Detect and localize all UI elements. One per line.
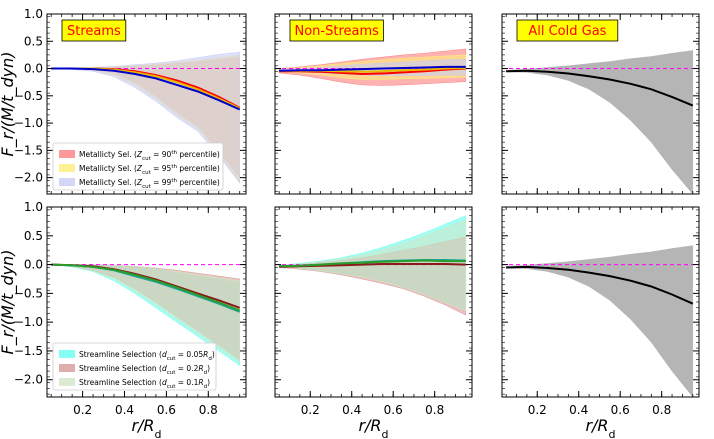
x-tick-label: 0.4 bbox=[115, 403, 134, 417]
panel-r2-c1: 0.2 0.4 0.6 0.8 1.0 0.5 0.0 −0.5 −1.0 −1.5 −2.0 bbox=[14, 200, 247, 417]
y-tick-label: 1.0 bbox=[24, 7, 43, 21]
legend-frame bbox=[52, 342, 217, 391]
legend-row1: Metallicty Sel. (Zcut = 90th percentile)… bbox=[52, 142, 224, 191]
x-axis-label: r/Rd bbox=[585, 416, 615, 439]
legend-label: Streamline Selection (dcut = 0.05Rd) bbox=[79, 350, 215, 362]
title-box bbox=[289, 19, 384, 42]
x-axis-label: r/Rd bbox=[131, 416, 161, 439]
x-axis-label: r/Rd bbox=[358, 416, 388, 439]
mean-line-0.1 bbox=[279, 259, 466, 268]
y-tick-label: −0.5 bbox=[14, 286, 43, 300]
x-tick-label: 0.2 bbox=[528, 403, 547, 417]
legend-swatch bbox=[59, 178, 75, 186]
y-tick-label: −1.0 bbox=[14, 116, 43, 130]
y-tick-label: −1.0 bbox=[14, 315, 43, 329]
mean-line-all bbox=[506, 69, 694, 107]
title-text: Streams bbox=[67, 24, 121, 39]
y-tick-label: −0.5 bbox=[14, 89, 43, 103]
panel-title: All Cold Gas bbox=[516, 19, 619, 42]
y-tick-label: 1.0 bbox=[24, 200, 43, 214]
x-tick-label: 0.2 bbox=[301, 403, 320, 417]
panel-r1-c2: Non-Streams bbox=[274, 13, 473, 195]
plot-area bbox=[275, 215, 472, 316]
band-0.1 bbox=[51, 264, 240, 363]
title-text: Non-Streams bbox=[294, 24, 379, 39]
x-tick-label: 0.8 bbox=[425, 403, 444, 417]
x-tick-label: 0.6 bbox=[157, 403, 176, 417]
panel-r2-c3: 0.2 0.4 0.6 0.8 bbox=[501, 206, 700, 417]
y-tick-label: −2.0 bbox=[14, 373, 43, 387]
legend-row2: Streamline Selection (dcut = 0.05Rd) Stre… bbox=[52, 342, 217, 391]
x-tick-label: 0.8 bbox=[199, 403, 218, 417]
panel-title: Non-Streams bbox=[289, 19, 384, 42]
legend-swatch bbox=[59, 150, 75, 158]
legend-swatch bbox=[59, 164, 75, 172]
title-text: All Cold Gas bbox=[528, 24, 606, 39]
x-tick-label: 0.4 bbox=[569, 403, 588, 417]
legend-frame bbox=[52, 142, 224, 191]
plot-area bbox=[502, 50, 699, 194]
panel-r1-c3: All Cold Gas bbox=[501, 13, 700, 195]
y-tick-label: 0.0 bbox=[24, 258, 43, 272]
legend-swatch bbox=[59, 350, 75, 358]
title-box bbox=[516, 19, 619, 42]
x-tick-label: 0.4 bbox=[342, 403, 361, 417]
x-tick-label: 0.8 bbox=[652, 403, 671, 417]
legend-label: Metallicty Sel. (Zcut = 90th percentile) bbox=[79, 150, 220, 162]
plot-area bbox=[502, 245, 699, 397]
mean-line-99th bbox=[51, 67, 241, 111]
y-tick-label: −2.0 bbox=[14, 171, 43, 185]
mean-line-0.1 bbox=[51, 263, 241, 312]
legend-label: Streamline Selection (dcut = 0.1Rd) bbox=[79, 378, 210, 390]
x-tick-label: 0.6 bbox=[611, 403, 630, 417]
plot-area bbox=[275, 48, 472, 86]
y-axis-label: F_r/(M/t_dyn) bbox=[0, 250, 18, 355]
panel-title: Streams bbox=[61, 19, 127, 42]
mean-line-99th bbox=[279, 65, 466, 72]
y-tick-label: −1.5 bbox=[14, 344, 43, 358]
plot-area bbox=[47, 263, 246, 366]
band-all bbox=[505, 50, 694, 194]
legend-swatch bbox=[59, 364, 75, 372]
x-tick-label: 0.6 bbox=[384, 403, 403, 417]
mean-line-all bbox=[506, 265, 694, 305]
x-tick-label: 0.2 bbox=[73, 403, 92, 417]
y-tick-label: 0.5 bbox=[24, 229, 43, 243]
plot-area bbox=[47, 51, 246, 184]
legend-swatch bbox=[59, 378, 75, 386]
legend-label: Streamline Selection (dcut = 0.2Rd) bbox=[79, 364, 210, 376]
y-axis-label: F_r/(M/t_dyn) bbox=[0, 52, 18, 157]
y-tick-label: 0.0 bbox=[24, 62, 43, 76]
y-tick-label: 0.5 bbox=[24, 34, 43, 48]
panel-r1-c1: 1.0 0.5 0.0 −0.5 −1.0 −1.5 −2.0 Streams bbox=[14, 7, 247, 195]
title-box bbox=[61, 19, 127, 42]
band-all bbox=[505, 245, 694, 397]
y-tick-label: −1.5 bbox=[14, 143, 43, 157]
panel-r2-c2: 0.2 0.4 0.6 0.8 bbox=[274, 206, 473, 417]
legend-label: Metallicty Sel. (Zcut = 95th percentile) bbox=[79, 164, 220, 176]
legend-label: Metallicty Sel. (Zcut = 99th percentile) bbox=[79, 178, 220, 190]
